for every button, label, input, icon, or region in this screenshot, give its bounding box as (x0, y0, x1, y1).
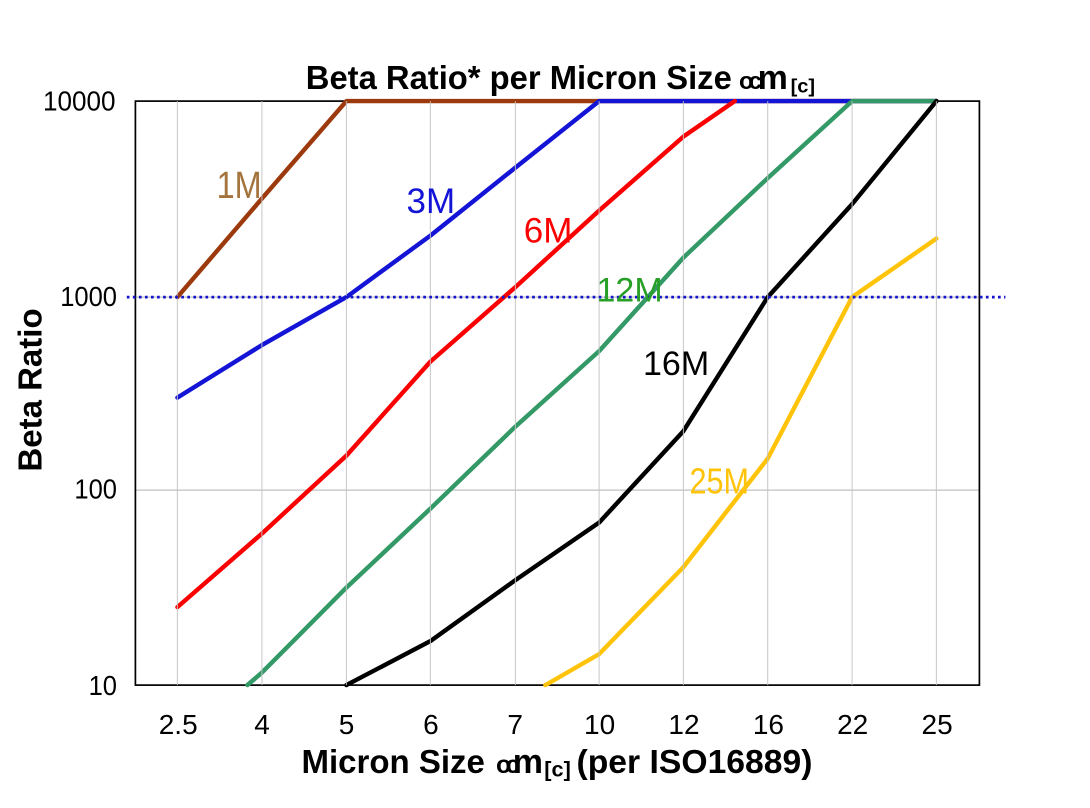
svg-text:(per ISO16889): (per ISO16889) (577, 743, 813, 780)
svg-text:1M: 1M (217, 165, 262, 207)
svg-text:4: 4 (254, 709, 270, 740)
svg-text:Beta Ratio: Beta Ratio (12, 308, 49, 471)
svg-text:Micron Size: Micron Size (302, 743, 485, 780)
svg-text:10: 10 (584, 709, 615, 740)
svg-text:10000: 10000 (43, 85, 116, 116)
svg-text:[c]: [c] (791, 77, 816, 98)
svg-text:1000: 1000 (60, 281, 117, 312)
svg-text:m: m (758, 59, 788, 97)
svg-text:100: 100 (74, 473, 117, 504)
svg-text:6: 6 (423, 709, 439, 740)
svg-text:c: c (506, 751, 520, 779)
svg-text:6M: 6M (524, 211, 573, 250)
svg-text:c: c (749, 68, 762, 95)
svg-text:2.5: 2.5 (159, 709, 198, 740)
svg-text:o: o (739, 68, 754, 95)
svg-text:16: 16 (753, 709, 784, 740)
svg-text:25: 25 (922, 709, 953, 740)
svg-text:22: 22 (837, 709, 868, 740)
svg-text:7: 7 (507, 709, 523, 740)
svg-text:25M: 25M (690, 461, 750, 502)
svg-text:m: m (513, 743, 543, 781)
svg-text:10: 10 (89, 670, 117, 701)
svg-text:[c]: [c] (544, 759, 571, 782)
svg-text:Beta Ratio* per Micron Size: Beta Ratio* per Micron Size (306, 59, 732, 96)
svg-text:o: o (496, 751, 511, 779)
svg-text:3M: 3M (407, 182, 456, 221)
svg-text:5: 5 (339, 709, 355, 740)
svg-text:12: 12 (668, 709, 699, 740)
svg-text:12M: 12M (597, 271, 663, 309)
svg-text:16M: 16M (643, 345, 709, 383)
